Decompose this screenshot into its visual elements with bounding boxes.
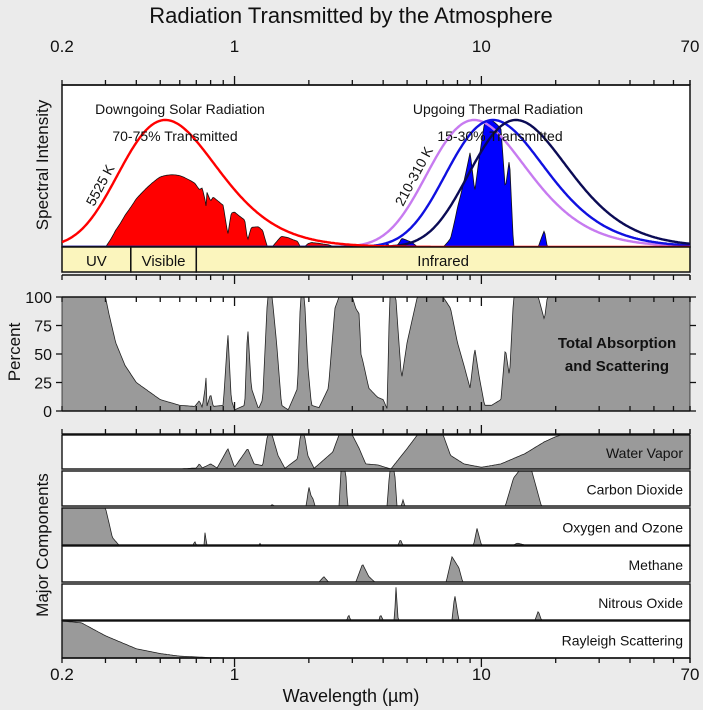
- total-absorption-panel: 0 25 50 75 100: [25, 290, 696, 421]
- band-label: UV: [86, 253, 107, 270]
- x-tick-label: 70: [681, 37, 700, 56]
- band-label: Visible: [142, 253, 186, 270]
- components-panels: Water Vapor Carbon Dioxide Oxygen and Ozon…: [61, 425, 691, 667]
- y-tick-label: 75: [34, 319, 52, 336]
- x-tick-label: 10: [472, 37, 491, 56]
- component-frame: [61, 434, 691, 470]
- component-label: Oxygen and Ozone: [562, 520, 683, 536]
- component-methane: Methane: [61, 545, 691, 583]
- x-tick-label: 10: [472, 665, 491, 684]
- component-plot-area: [62, 471, 690, 506]
- component-frame: [61, 470, 691, 507]
- x-tick-label: 0.2: [50, 37, 74, 56]
- component-nitrous-oxide: Nitrous Oxide: [61, 583, 691, 621]
- x-tick-label: 1: [230, 665, 239, 684]
- component-frame: [61, 583, 691, 621]
- component-plot-area: [62, 546, 690, 582]
- total-label-line1: Total Absorption: [558, 335, 676, 352]
- component-frame: [61, 545, 691, 583]
- top-x-tick-labels: 0.2 1 10 70: [50, 37, 699, 56]
- band-label: Infrared: [417, 253, 469, 270]
- x-tick-label: 70: [681, 665, 700, 684]
- band-infrared: Infrared: [195, 246, 691, 273]
- spectral-ylabel: Spectral Intensity: [33, 99, 52, 230]
- component-label: Rayleigh Scattering: [562, 633, 683, 649]
- solar-sub-label: 70-75% Transmitted: [112, 128, 237, 144]
- component-plot-area: [62, 621, 690, 658]
- y-tick-label: 100: [25, 290, 52, 307]
- thermal-label: Upgoing Thermal Radiation: [413, 101, 583, 117]
- chart-title: Radiation Transmitted by the Atmosphere: [149, 3, 553, 28]
- component-plot-area: [62, 508, 690, 545]
- y-tick-label: 50: [34, 347, 52, 364]
- band-box: [130, 246, 198, 273]
- component-label: Carbon Dioxide: [587, 482, 684, 498]
- x-axis-label: Wavelength (µm): [283, 686, 420, 706]
- x-tick-label: 1: [230, 37, 239, 56]
- component-water-vapor: Water Vapor: [61, 434, 691, 470]
- component-plot-area: [62, 584, 690, 620]
- component-label: Methane: [629, 557, 684, 573]
- band-box: [195, 246, 691, 273]
- y-tick-label: 0: [43, 404, 52, 421]
- x-tick-label: 0.2: [50, 665, 74, 684]
- component-label: Water Vapor: [606, 445, 683, 461]
- component-frame: [61, 507, 691, 546]
- component-oxygen-and-ozone: Oxygen and Ozone: [61, 507, 691, 546]
- component-carbon-dioxide: Carbon Dioxide: [61, 470, 691, 507]
- component-label: Nitrous Oxide: [598, 595, 683, 611]
- bottom-x-tick-labels: 0.2 1 10 70: [50, 665, 699, 684]
- spectral-panel: UV Visible Infrared: [61, 76, 691, 284]
- thermal-sub-label: 15-30% Transmitted: [437, 128, 562, 144]
- solar-label: Downgoing Solar Radiation: [95, 101, 265, 117]
- y-tick-label: 25: [34, 376, 52, 393]
- percent-ylabel: Percent: [5, 322, 24, 381]
- components-ylabel: Major Components: [33, 473, 52, 617]
- band-uv: UV: [61, 246, 132, 273]
- band-visible: Visible: [130, 246, 198, 273]
- total-label-line2: and Scattering: [565, 358, 669, 375]
- component-rayleigh-scattering: Rayleigh Scattering: [61, 620, 691, 659]
